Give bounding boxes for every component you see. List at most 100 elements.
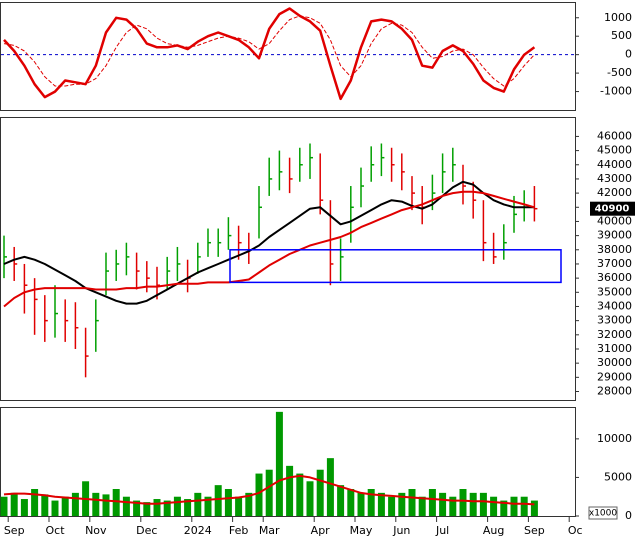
x-tick-label: Jul (435, 524, 449, 537)
volume-bar (31, 489, 39, 516)
x-tick-label: Sep (4, 524, 25, 537)
x-tick-label: Aug (483, 524, 504, 537)
x-tick-label: Mar (259, 524, 280, 537)
volume-bar (245, 492, 253, 516)
volume-bar (367, 489, 375, 516)
volume-bar (255, 473, 263, 516)
volume-bar (194, 492, 202, 516)
y-tick-label: 35000 (597, 285, 632, 298)
volume-bar (459, 489, 467, 516)
volume-bar (20, 499, 28, 516)
series-line (3, 7, 536, 101)
volume-bar (265, 469, 273, 516)
y-tick-label: 45000 (597, 144, 632, 157)
x-tick-label: Feb (229, 524, 248, 537)
y-tick-label: 43000 (597, 172, 632, 185)
volume-bar (143, 502, 151, 516)
volume-bar (377, 492, 385, 516)
y-tick-label: 42000 (597, 186, 632, 199)
y-tick-label: 38000 (597, 243, 632, 256)
ylabel-box (588, 506, 618, 520)
y-tick-label: 31000 (597, 342, 632, 355)
volume-bar (326, 458, 334, 516)
series-line (3, 15, 535, 87)
y-tick-label: 37000 (597, 257, 632, 270)
volume-bar (510, 496, 518, 516)
volume-bar (428, 489, 436, 516)
y-tick-label: 0 (625, 509, 632, 522)
volume-bar (0, 496, 8, 516)
volume-bar (316, 469, 324, 516)
last-price-label: 40900 (595, 204, 630, 215)
volume-bar (530, 500, 538, 516)
volume-bar (224, 489, 232, 516)
y-tick-label: 29000 (597, 370, 632, 383)
volume-bar (102, 494, 110, 516)
volume-bar (520, 496, 528, 516)
last-price-box (590, 201, 635, 216)
volume-bar (490, 496, 498, 516)
support-zone (229, 249, 562, 284)
series-line (3, 474, 535, 506)
x-tick-label: Oct (45, 524, 65, 537)
volume-bar (173, 496, 181, 516)
y-tick-label: -1000 (600, 85, 632, 98)
panel-frames (0, 2, 576, 517)
volume-bar (71, 492, 79, 516)
volume-bar (275, 411, 283, 516)
volume-bar (388, 496, 396, 516)
volume-bar (439, 492, 447, 516)
y-tick-label: 40000 (597, 214, 632, 227)
volume-bar (204, 496, 212, 516)
x-tick-label: May (350, 524, 373, 537)
y-tick-label: -500 (607, 66, 632, 79)
series-line (3, 190, 535, 308)
volume-bar (10, 492, 18, 516)
price-frame (0, 117, 576, 401)
volume-bar (153, 499, 161, 516)
y-tick-label: 500 (611, 29, 632, 42)
volume-bar (133, 500, 141, 516)
volume-bar (449, 496, 457, 516)
x-tick-label: Apr (311, 524, 331, 537)
y-tick-label: 10000 (597, 432, 632, 445)
y-tick-label: 0 (625, 48, 632, 61)
x-tick-label: Jun (392, 524, 410, 537)
volume-bar (41, 494, 49, 516)
x-tick-label: Oc (568, 524, 583, 537)
x-tick-label: 2024 (184, 524, 212, 537)
x-tick-label: Sep (524, 524, 545, 537)
volume-bar (408, 489, 416, 516)
volume-bar (500, 500, 508, 516)
volume-frame (0, 407, 576, 517)
volume-bar (337, 485, 345, 516)
y-tick-label: 46000 (597, 129, 632, 142)
volume-bar (357, 492, 365, 516)
volume-bar (184, 499, 192, 516)
y-tick-label: 28000 (597, 384, 632, 397)
volume-bar (479, 492, 487, 516)
y-tick-label: 33000 (597, 314, 632, 327)
x-tick-label: Dec (136, 524, 157, 537)
volume-bar (122, 496, 130, 516)
y-axis-unit: x1000 (589, 509, 618, 519)
y-tick-label: 34000 (597, 299, 632, 312)
y-tick-label: 36000 (597, 271, 632, 284)
volume-bar (306, 481, 314, 516)
volume-bar (469, 492, 477, 516)
volume-bar (418, 496, 426, 516)
volume-bar (286, 465, 294, 516)
volume-bar (163, 500, 171, 516)
macd-frame (0, 2, 576, 111)
y-tick-label: 32000 (597, 328, 632, 341)
volume-bar (112, 489, 120, 516)
volume-bar (61, 496, 69, 516)
volume-bar (296, 473, 304, 516)
volume-bar (51, 500, 59, 516)
y-tick-label: 44000 (597, 158, 632, 171)
series-line (3, 180, 535, 305)
volume-bar (347, 489, 355, 516)
volume-bar (92, 492, 100, 516)
y-tick-label: 39000 (597, 229, 632, 242)
